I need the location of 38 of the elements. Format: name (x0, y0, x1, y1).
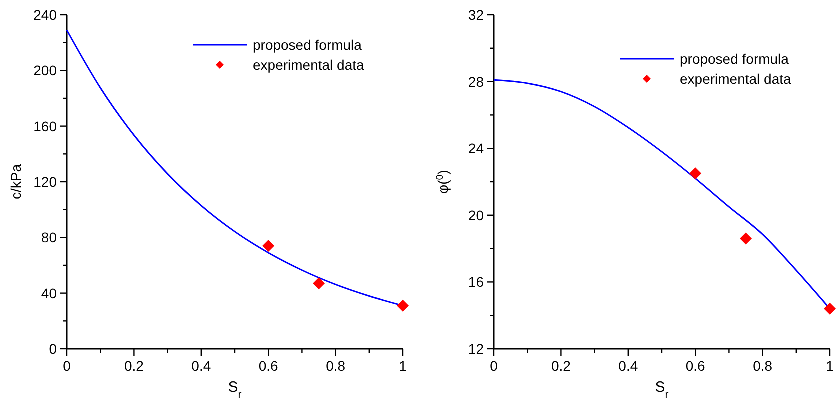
x-tick-label: 0.6 (258, 358, 279, 374)
point (740, 232, 752, 245)
x-tick-label: 0.4 (618, 358, 638, 374)
y-tick-label: 0 (49, 341, 58, 357)
y-tick-label: 16 (468, 274, 484, 290)
y-tick-label: 12 (468, 341, 484, 357)
y-tick-label: 120 (34, 174, 58, 190)
x-tick-label: 0 (63, 358, 72, 374)
x-tick-label: 1 (826, 358, 834, 374)
x-axis-title: S$_{r}$ (655, 379, 670, 401)
legend-label: experimental data (680, 71, 792, 87)
x-tick-label: 1 (399, 358, 408, 374)
y-axis-title: c/kPa (8, 164, 24, 200)
x-tick-label: 0.2 (124, 358, 144, 374)
y-tick-label: 240 (34, 7, 58, 23)
x-tick-label: 0.8 (753, 358, 773, 374)
y-tick-label: 160 (34, 118, 58, 134)
point (397, 300, 409, 312)
point (824, 302, 836, 315)
legend-label: experimental data (253, 57, 365, 73)
y-tick-label: 80 (41, 230, 58, 246)
y-tick-label: 32 (468, 7, 484, 23)
x-tick-label: 0.2 (551, 358, 572, 374)
y-tick-label: 40 (41, 285, 58, 302)
point (313, 278, 325, 290)
y-tick-label: 28 (468, 74, 484, 90)
x-tick-label: 0.8 (326, 358, 346, 374)
y-tick-label: 20 (468, 207, 484, 224)
point (690, 168, 702, 180)
y-tick-label: 200 (34, 62, 58, 79)
y-tick-label: 24 (468, 140, 484, 157)
x-axis-title: S$_{r}$ (228, 379, 242, 401)
legend-label: proposed formula (680, 51, 790, 67)
point (262, 240, 275, 252)
legend-label: proposed formula (253, 37, 362, 53)
x-tick-label: 0 (490, 358, 498, 374)
x-tick-label: 0.6 (686, 358, 706, 374)
x-tick-label: 0.4 (192, 358, 212, 374)
